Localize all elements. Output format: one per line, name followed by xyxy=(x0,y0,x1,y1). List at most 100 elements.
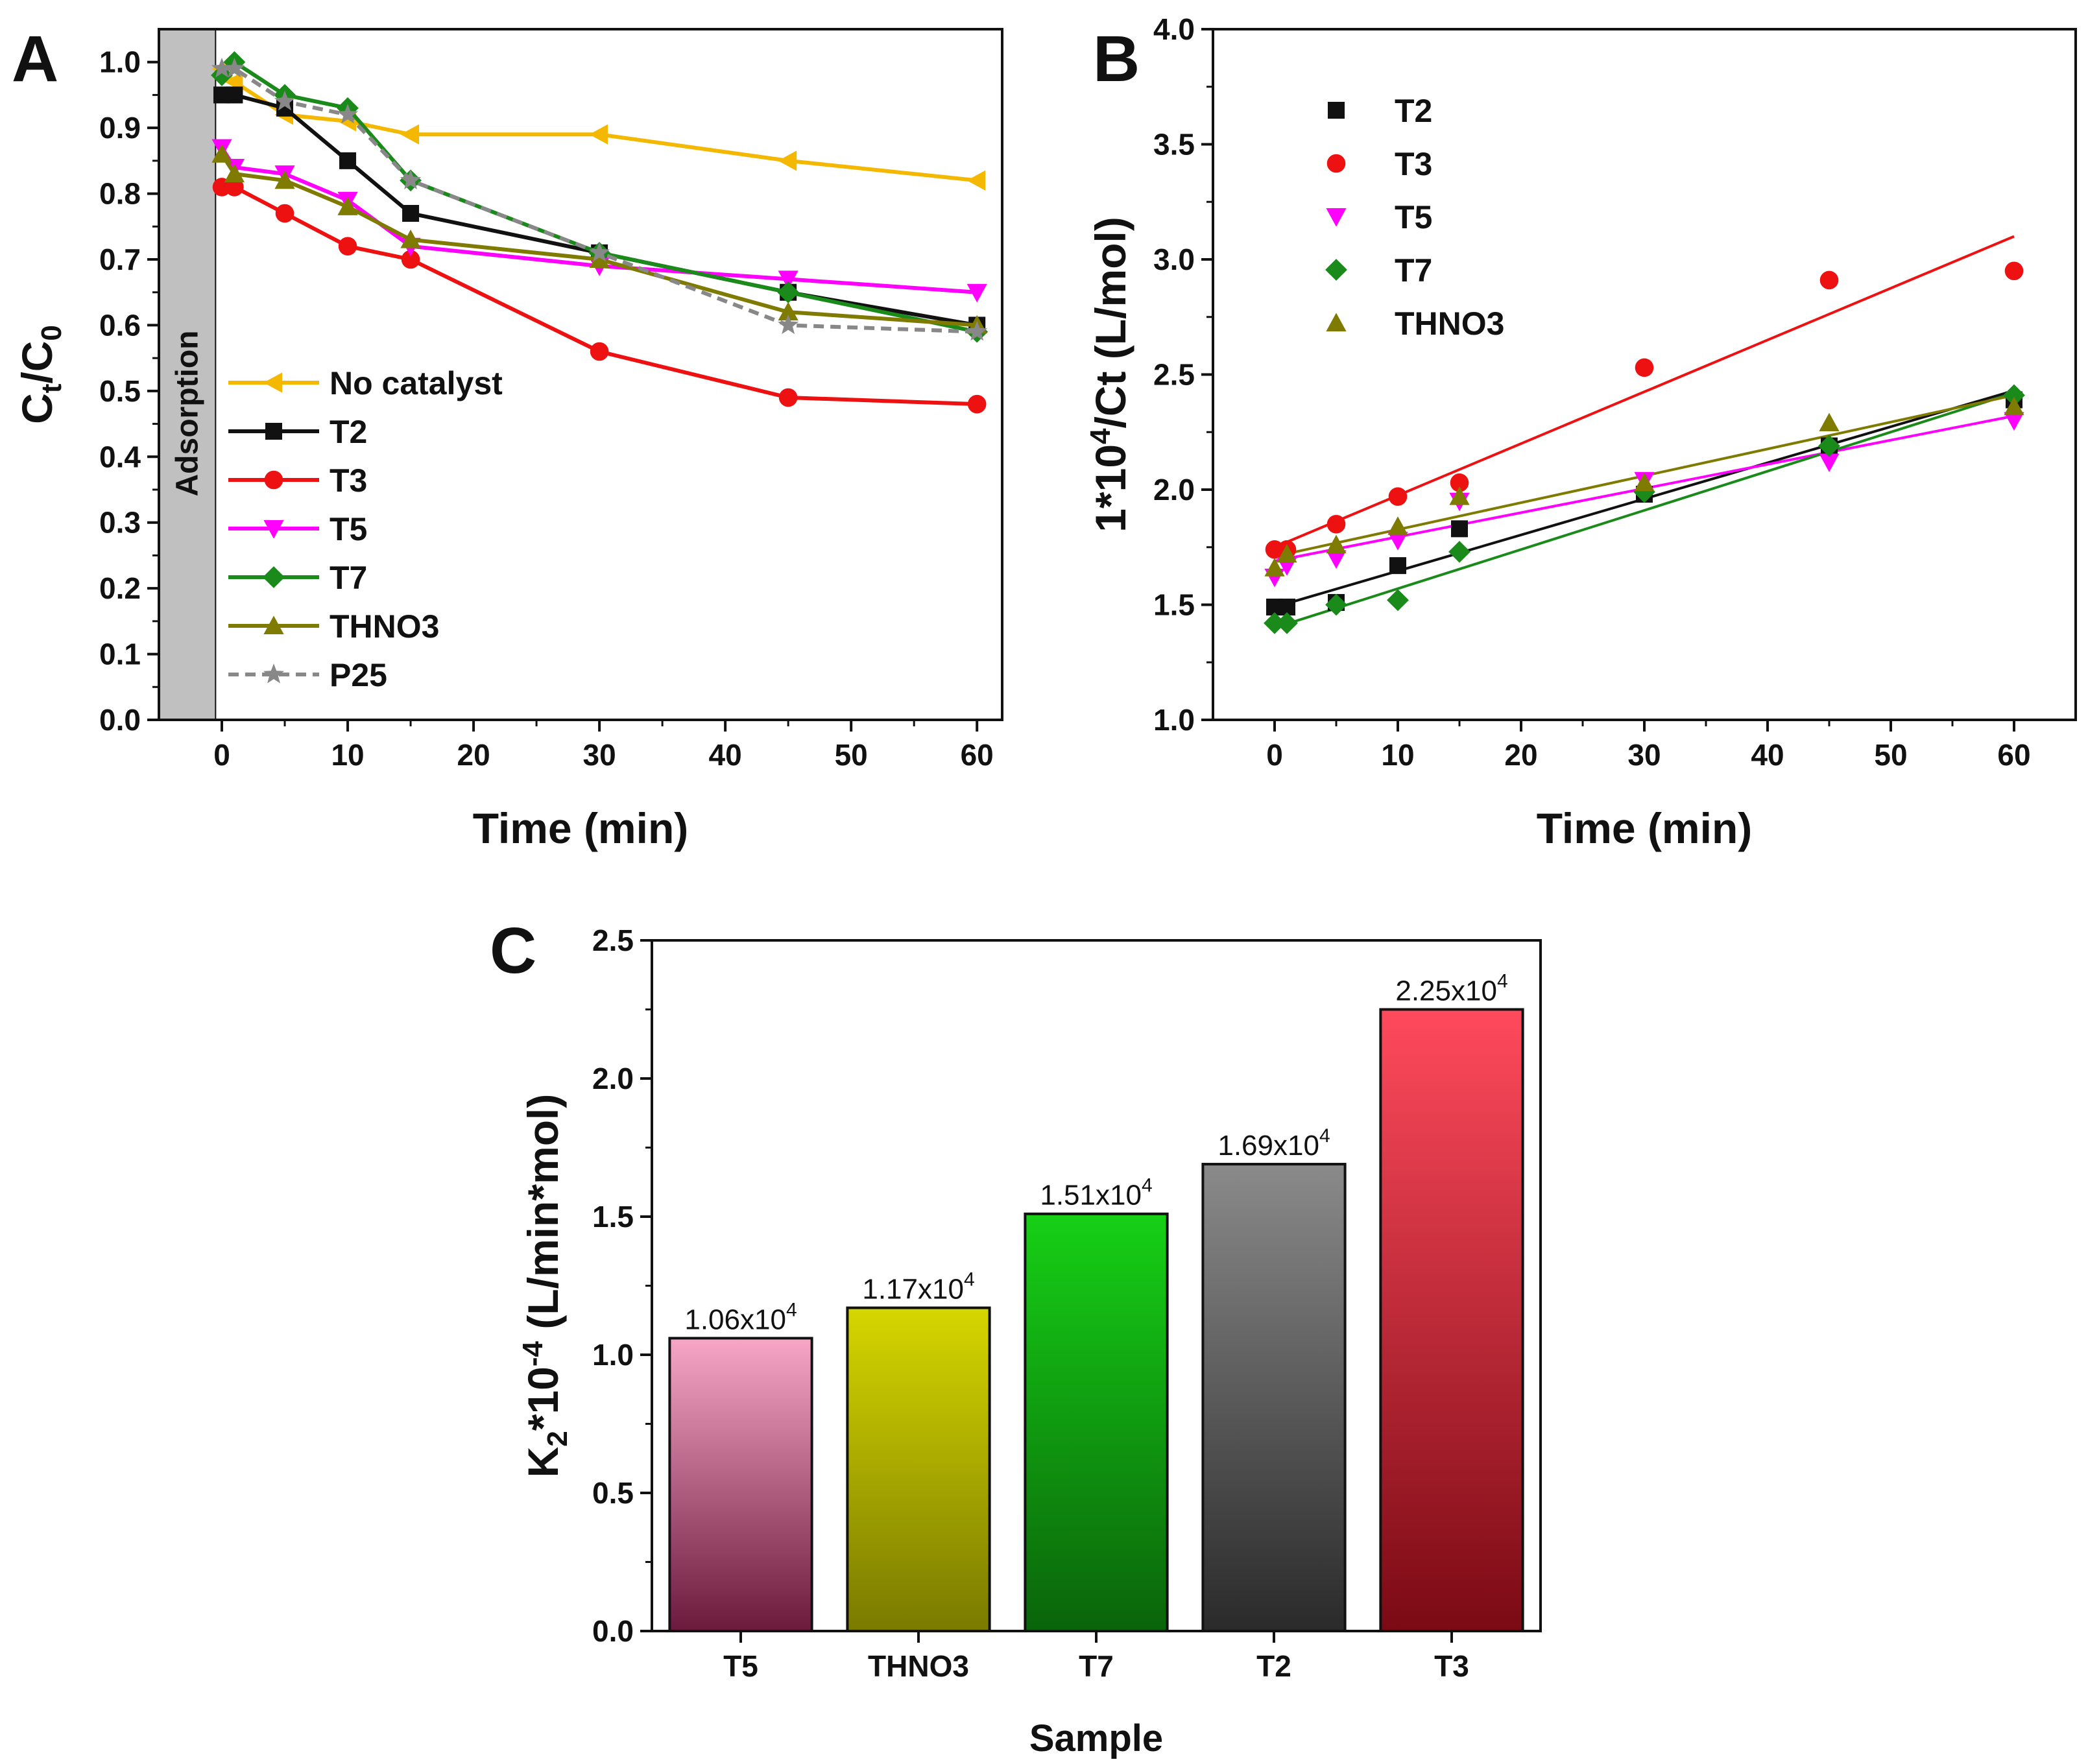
data-point xyxy=(2003,384,2025,407)
chart-a-y-label: Ct/C0 xyxy=(13,325,67,424)
chart-b-y-label-sup: 4 xyxy=(1085,428,1116,444)
legend-marker xyxy=(1328,102,1345,119)
bar-t5 xyxy=(668,1337,813,1632)
bar-value-label-sup: 4 xyxy=(1319,1125,1330,1147)
bar-t2 xyxy=(1201,1163,1347,1633)
chart-c-x-tick-label: T3 xyxy=(1434,1649,1469,1683)
data-point xyxy=(589,241,610,262)
series-line-t7 xyxy=(220,59,978,334)
data-point xyxy=(1819,412,1840,432)
chart-a-x-tick-label: 30 xyxy=(583,738,616,772)
chart-c-y-label-sub: 2 xyxy=(542,1431,573,1446)
data-point xyxy=(966,170,986,191)
legend-marker xyxy=(265,423,282,440)
bar-value-label-base: 1.17x10 xyxy=(862,1274,964,1305)
data-point xyxy=(401,250,420,269)
bar-value-label: 2.25x104 xyxy=(1395,971,1507,1007)
data-point xyxy=(1451,520,1468,538)
data-point xyxy=(211,57,233,78)
bar-thno3 xyxy=(846,1306,991,1632)
chart-a-y-label-main: C xyxy=(13,393,61,424)
data-point xyxy=(1818,435,1840,457)
chart-b-x-label: Time (min) xyxy=(1537,804,1752,852)
bar-value-label-base: 1.06x10 xyxy=(684,1304,786,1335)
bar-t3 xyxy=(1379,1008,1524,1632)
chart-a-y-tick-label: 0.0 xyxy=(99,703,141,737)
chart-b-axes: 0 10 20 30 40 50 60 1.0 1.5 2.0 2.5 3.0 3.5 4.0 xyxy=(1153,12,2031,772)
legend-marker xyxy=(263,663,285,684)
chart-b-y-label: 1*104/Ct (L/mol) xyxy=(1085,217,1134,532)
data-point xyxy=(2004,412,2024,431)
chart-a-x-tick-label: 60 xyxy=(961,738,994,772)
data-point xyxy=(1449,486,1470,505)
legend-label: No catalyst xyxy=(330,365,503,401)
panel-label-a: A xyxy=(12,23,58,95)
chart-a-y-tick-label: 0.8 xyxy=(99,177,141,211)
data-point xyxy=(211,144,232,163)
data-point xyxy=(1389,557,1406,575)
legend-label: THNO3 xyxy=(330,608,439,645)
data-point xyxy=(275,204,294,223)
chart-c-y-tick-label: 2.5 xyxy=(592,924,634,957)
data-point xyxy=(1326,534,1347,554)
bar-value-label: 1.69x104 xyxy=(1218,1125,1330,1162)
data-point xyxy=(778,314,799,335)
legend-marker xyxy=(1326,208,1347,227)
data-point xyxy=(778,150,797,171)
data-point xyxy=(966,283,987,303)
fit-line-t7 xyxy=(1274,391,2015,629)
data-point xyxy=(777,281,800,304)
chart-a-x-label: Time (min) xyxy=(473,804,688,852)
chart-a-x-tick-label: 50 xyxy=(835,738,868,772)
data-point xyxy=(1325,593,1347,616)
data-point xyxy=(400,169,422,189)
data-point xyxy=(400,124,420,145)
data-point xyxy=(1387,516,1408,535)
chart-a-y-tick-label: 0.7 xyxy=(99,243,141,276)
data-point xyxy=(1387,532,1408,551)
bar-value-label-sup: 4 xyxy=(786,1299,797,1320)
data-point xyxy=(337,103,359,124)
data-point xyxy=(402,205,420,222)
legend-marker xyxy=(263,372,282,393)
data-point xyxy=(966,320,988,341)
chart-c-y-tick-label: 0.5 xyxy=(592,1476,634,1510)
chart-a: Adsorption 0 10 20 30 40 50 600.00.10.20.30.40… xyxy=(13,28,1003,852)
panel-label-b: B xyxy=(1093,23,1140,95)
data-point xyxy=(589,124,608,145)
series-line-thno3 xyxy=(220,153,978,328)
data-point xyxy=(224,57,245,78)
chart-c-x-tick-label: T2 xyxy=(1256,1649,1291,1683)
chart-b-y-label-post: /Ct (L/mol) xyxy=(1086,217,1134,428)
chart-b-x-tick-label: 60 xyxy=(1997,738,2030,772)
chart-c: 1.06x1041.17x1041.51x1041.69x1042.25x104… xyxy=(517,924,1542,1759)
chart-b-y-tick-label: 1.0 xyxy=(1153,703,1195,737)
data-point xyxy=(1448,540,1470,563)
legend-label: T5 xyxy=(1395,199,1432,235)
data-point xyxy=(1634,472,1655,492)
chart-c-y-tick-label: 1.5 xyxy=(592,1200,634,1234)
data-point xyxy=(337,197,358,215)
data-point xyxy=(1387,589,1409,612)
chart-a-y-label-sub2: 0 xyxy=(36,325,67,340)
data-point xyxy=(1819,453,1840,472)
data-point xyxy=(1264,558,1285,577)
chart-b-x-tick-label: 40 xyxy=(1751,738,1784,772)
chart-a-x-tick-label: 0 xyxy=(213,738,230,772)
legend-label: T2 xyxy=(1395,93,1432,129)
chart-b-series xyxy=(1264,235,2025,634)
chart-a-y-tick-label: 0.4 xyxy=(99,440,141,473)
chart-b-y-tick-label: 2.5 xyxy=(1153,358,1195,392)
data-point xyxy=(1276,612,1298,634)
adsorption-label: Adsorption xyxy=(171,331,205,497)
chart-c-y-tick-label: 1.0 xyxy=(592,1338,634,1372)
data-point xyxy=(1388,487,1408,506)
chart-c-x-tick-label: T7 xyxy=(1079,1649,1114,1683)
chart-b-x-tick-label: 50 xyxy=(1874,738,1907,772)
chart-a-y-label-sub1: t xyxy=(36,383,67,393)
series-line-p25 xyxy=(222,66,978,334)
data-point xyxy=(339,152,357,169)
data-point xyxy=(1819,270,1839,290)
chart-b-x-tick-label: 10 xyxy=(1381,738,1414,772)
bar-t7 xyxy=(1024,1212,1169,1632)
